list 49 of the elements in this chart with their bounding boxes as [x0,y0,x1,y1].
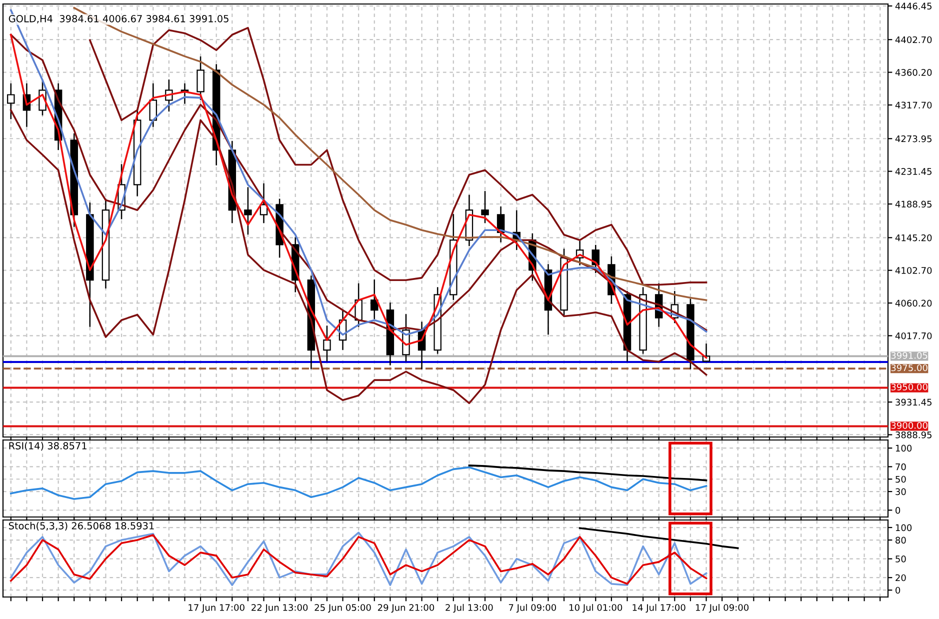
x-tick-label: 22 Jun 13:00 [252,604,308,613]
x-tick-label: 10 Jul 01:00 [570,604,622,613]
y-tick-label: 4188.95 [895,200,932,208]
y-tick-label: 30 [896,488,906,496]
candlestick [481,191,489,224]
ref-line-label: 3991.05 [891,352,928,359]
line-series [10,109,708,404]
line-series [468,464,708,482]
y-tick-label: 100 [896,444,912,452]
x-tick-label: 2 Jul 13:00 [446,604,493,613]
x-tick-label: 29 Jun 21:00 [378,604,434,613]
text: GOLD,H4 3984.61 4006.67 3984.61 3991.05 [8,14,228,24]
candlestick [7,83,15,120]
x-tick-label: 17 Jun 17:00 [188,604,244,613]
x-tick-label: 14 Jul 17:00 [632,604,686,613]
chart-title: Stoch(5,3,3) 26.5068 18.5931 [8,522,154,531]
y-tick-label: 4317.70 [895,102,932,109]
ref-line-label: 3950.00 [891,384,928,390]
x-tick-label: 25 Jun 05:00 [314,604,371,613]
y-tick-label: 0 [896,586,900,594]
candlestick [370,279,378,320]
y-tick-label: 4446.45 [895,2,932,10]
y-tick-label: 4060.20 [895,300,932,307]
chart-title: RSI(14) 38.8571 [9,442,86,451]
ref-line-label: 3900.00 [891,422,928,429]
y-tick-label: 50 [896,556,906,562]
y-tick-label: 4017.70 [895,332,932,340]
y-tick-label: 3888.95 [896,431,932,438]
y-tick-label: 4273.95 [895,135,932,142]
y-tick-label: 4102.70 [895,267,932,274]
line-series [578,527,739,550]
x-tick-label: 7 Jul 09:00 [508,604,556,613]
y-tick-label: 3931.45 [896,398,932,406]
line-series [10,466,708,500]
y-tick-label: 4360.20 [895,69,932,76]
y-tick-label: 0 [896,506,900,514]
y-tick-label: 70 [896,463,906,470]
candlestick [323,326,331,362]
candlestick [244,187,252,235]
ref-line-label: 3975.00 [891,364,928,372]
candlestick [196,56,204,100]
y-tick-label: 80 [896,536,906,544]
y-tick-label: 100 [896,524,912,532]
y-tick-label: 20 [896,574,906,582]
y-tick-label: 4231.45 [895,168,932,175]
y-tick-label: 4402.70 [895,36,932,44]
x-tick-label: 17 Jul 09:00 [696,604,749,613]
y-tick-label: 4145.20 [895,234,932,242]
y-tick-label: 50 [896,476,906,483]
